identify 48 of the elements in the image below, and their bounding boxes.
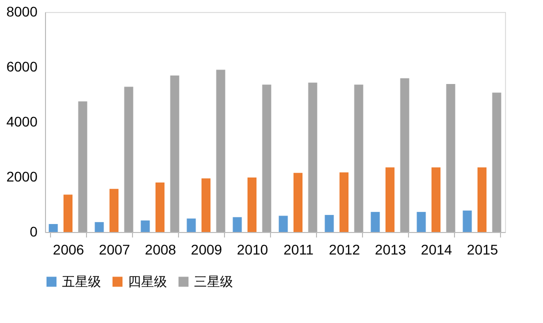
bar <box>492 92 502 232</box>
bar <box>308 82 318 232</box>
x-tick-label: 2014 <box>420 242 452 258</box>
x-tick-label: 2012 <box>328 242 360 258</box>
bar <box>278 216 288 232</box>
x-tick-label: 2013 <box>374 242 406 258</box>
bar <box>124 86 134 232</box>
bar <box>156 182 164 232</box>
bar <box>110 188 118 232</box>
bar <box>370 212 380 232</box>
x-tick-label: 2010 <box>236 242 268 258</box>
y-tick-label: 2000 <box>6 168 38 184</box>
bar <box>170 76 180 232</box>
bar <box>294 172 302 232</box>
bar <box>462 210 472 232</box>
x-tick-label: 2007 <box>98 242 130 258</box>
bar <box>94 222 104 232</box>
legend-label: 五星级 <box>62 274 101 289</box>
bar <box>354 84 364 232</box>
y-tick-label: 8000 <box>6 4 38 20</box>
bar <box>262 84 272 232</box>
bar <box>446 84 456 232</box>
x-tick-label: 2015 <box>466 242 498 258</box>
bar <box>140 220 150 232</box>
bar <box>340 172 348 232</box>
bar <box>216 70 226 232</box>
bar <box>248 178 256 232</box>
bar <box>386 167 394 232</box>
legend-label: 三星级 <box>194 274 233 289</box>
x-tick-label: 2006 <box>52 242 84 258</box>
y-tick-label: 0 <box>30 224 38 240</box>
bar <box>232 217 242 232</box>
y-tick-label: 4000 <box>6 114 38 130</box>
bar <box>324 214 334 232</box>
bar <box>48 224 58 232</box>
bar <box>400 78 410 232</box>
x-tick-label: 2008 <box>144 242 176 258</box>
legend-label: 四星级 <box>128 274 167 289</box>
bar <box>202 178 210 232</box>
bar <box>416 212 426 232</box>
bar <box>186 218 196 232</box>
x-tick-label: 2011 <box>283 242 314 258</box>
x-tick-label: 2009 <box>190 242 222 258</box>
bar <box>478 167 486 232</box>
bar <box>432 167 440 232</box>
bar <box>78 101 88 232</box>
bar <box>64 194 72 232</box>
y-tick-label: 6000 <box>6 58 38 74</box>
